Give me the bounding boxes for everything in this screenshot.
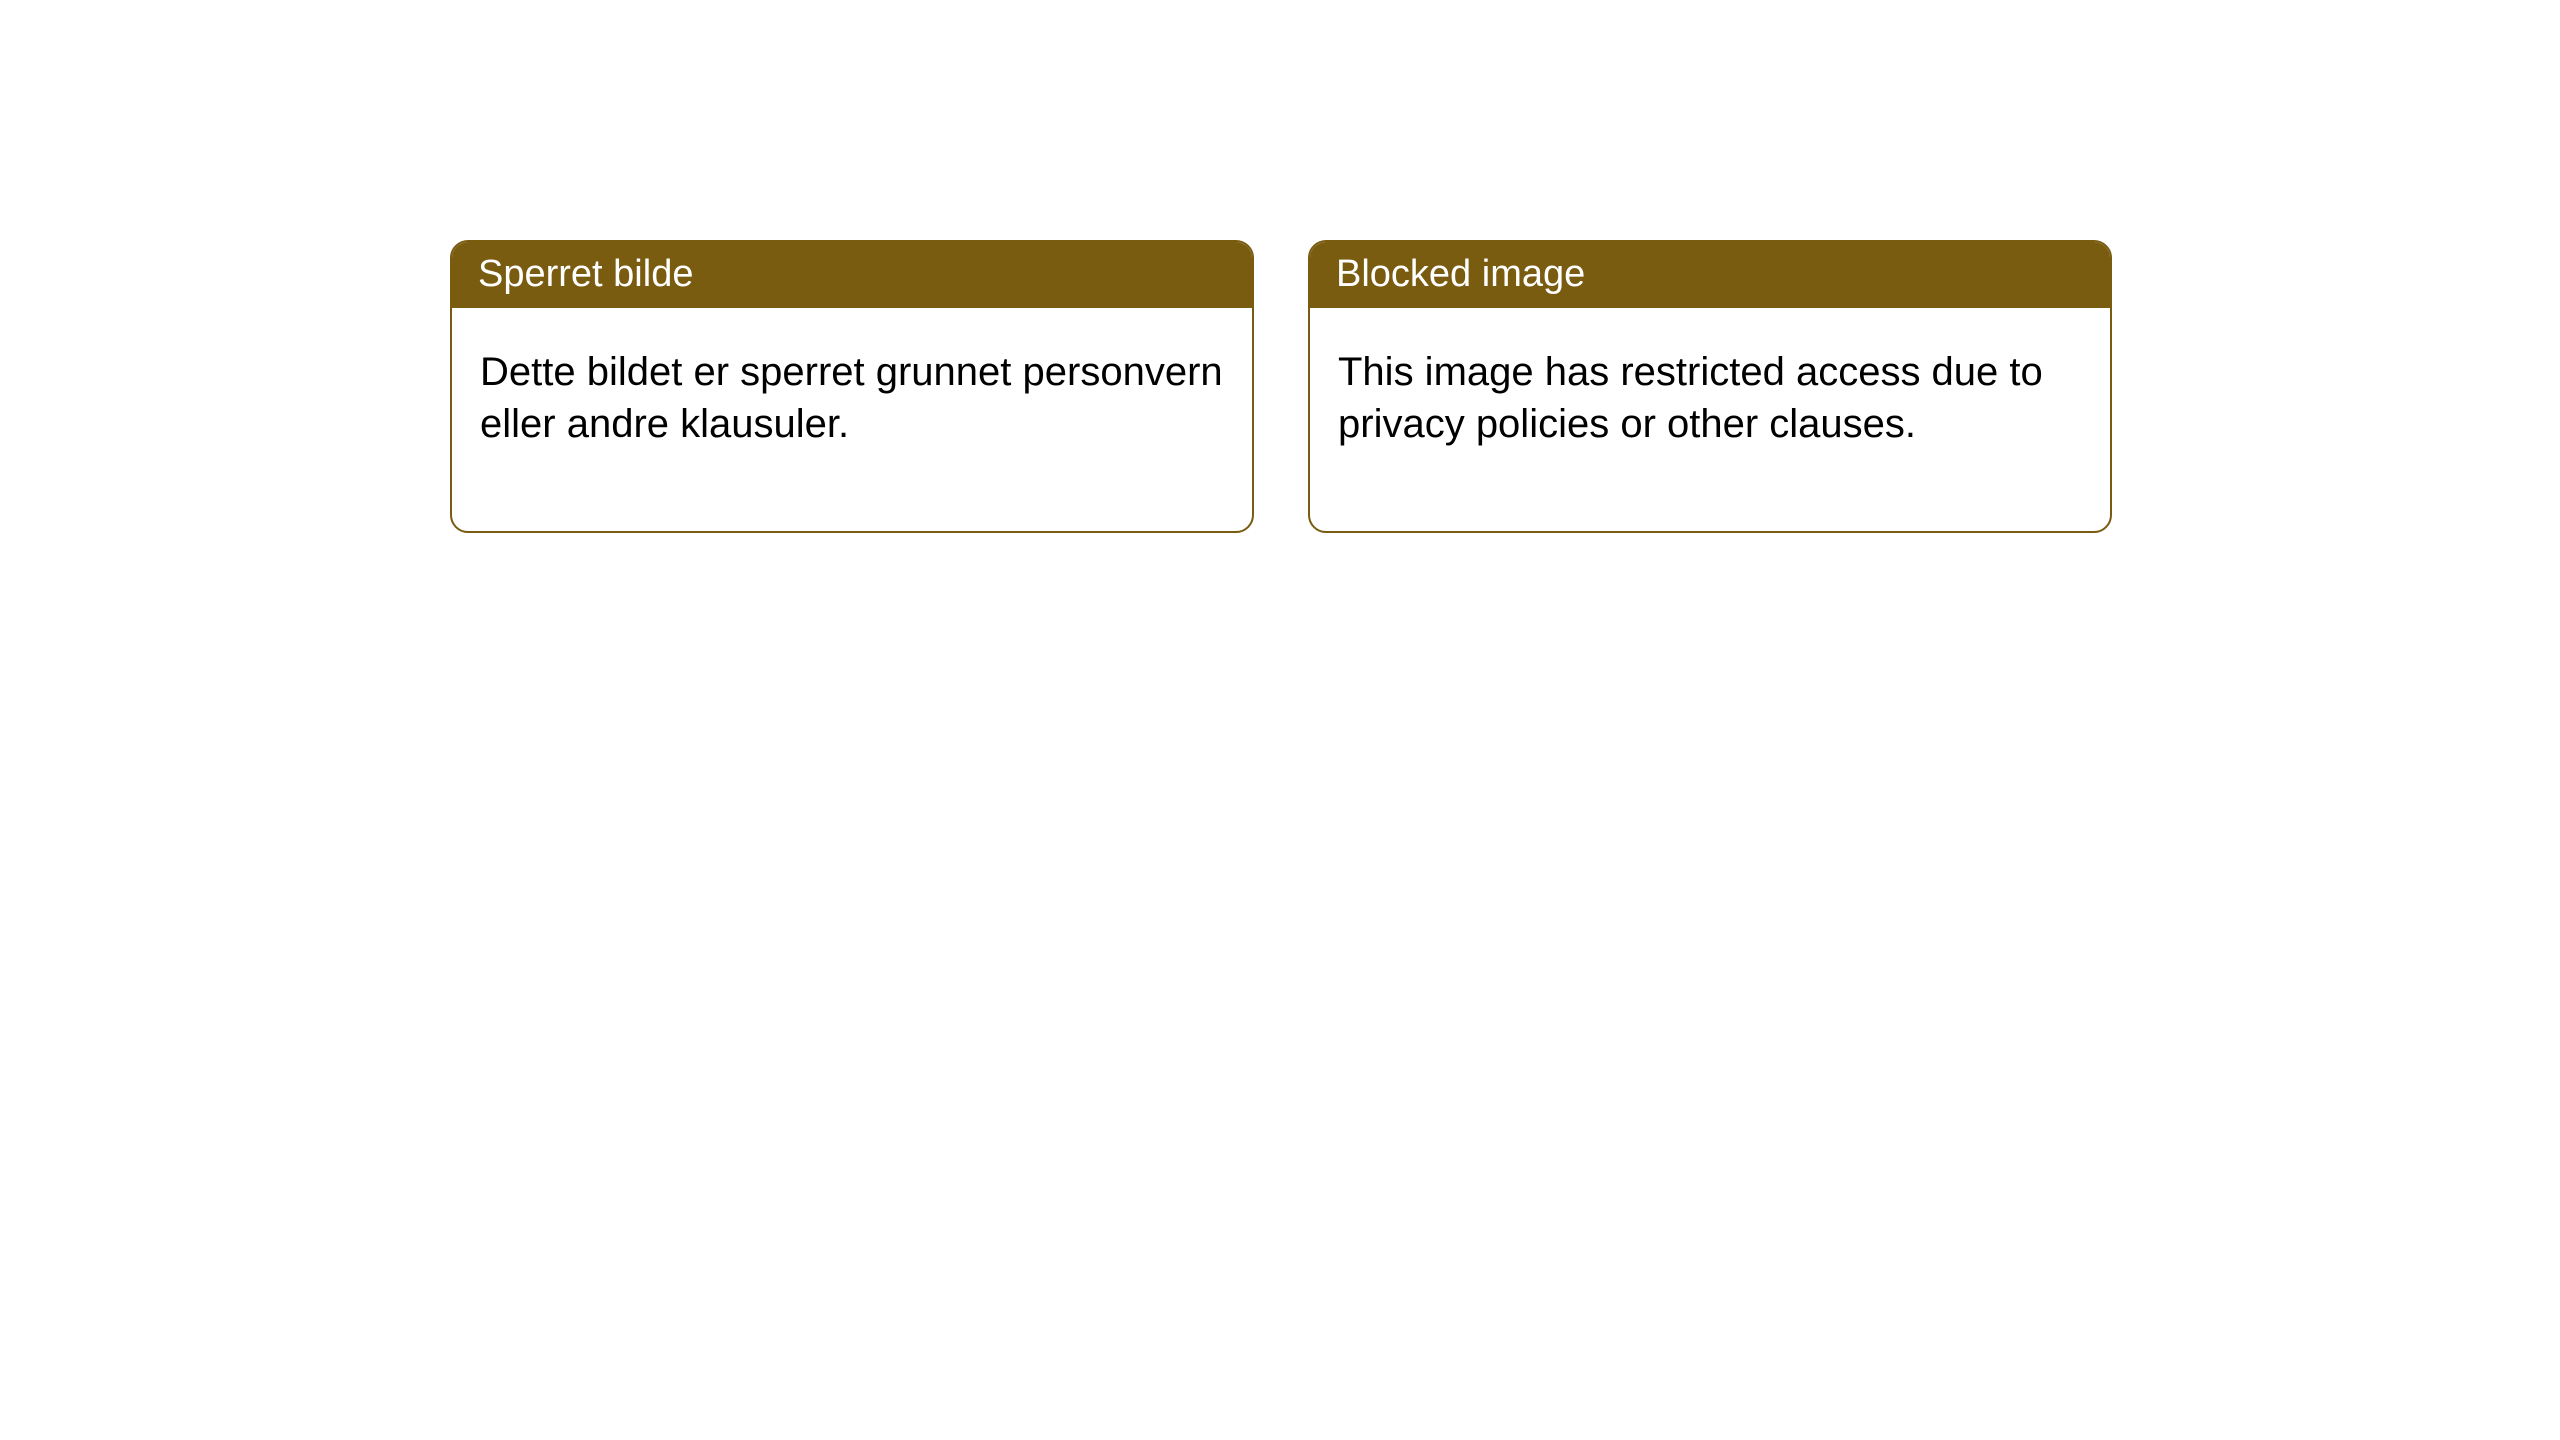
card-body-text: This image has restricted access due to … (1310, 308, 2110, 532)
card-header: Sperret bilde (452, 242, 1252, 308)
blocked-image-card-no: Sperret bilde Dette bildet er sperret gr… (450, 240, 1254, 533)
cards-container: Sperret bilde Dette bildet er sperret gr… (450, 240, 2112, 533)
card-body-text: Dette bildet er sperret grunnet personve… (452, 308, 1252, 532)
card-header: Blocked image (1310, 242, 2110, 308)
blocked-image-card-en: Blocked image This image has restricted … (1308, 240, 2112, 533)
